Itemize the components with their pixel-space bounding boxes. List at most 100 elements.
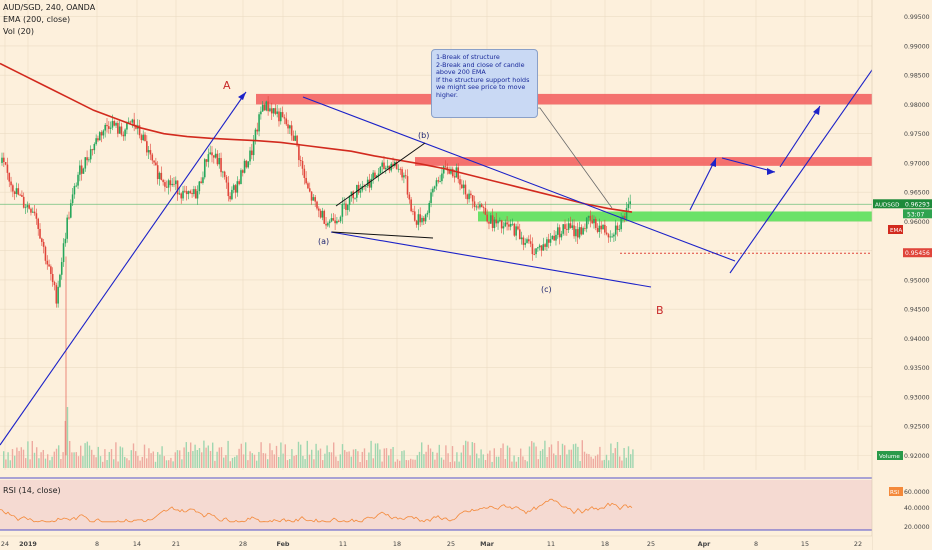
- volume-bar: [214, 460, 216, 468]
- candle: [155, 162, 157, 166]
- volume-bar: [561, 443, 564, 468]
- candle: [500, 220, 503, 229]
- volume-tag: [877, 451, 903, 460]
- candle: [21, 195, 23, 197]
- volume-legend[interactable]: Vol (20): [3, 27, 34, 36]
- volume-bar: [273, 454, 275, 468]
- volume-bar: [524, 459, 526, 468]
- candle: [86, 157, 88, 161]
- candle: [171, 183, 173, 186]
- current-price-text: 0.96293: [905, 201, 930, 208]
- volume-bar: [346, 451, 348, 468]
- candle: [53, 282, 56, 286]
- volume-bar: [383, 448, 385, 468]
- candle: [575, 229, 577, 237]
- candle: [93, 144, 96, 151]
- candle: [417, 214, 420, 225]
- volume-bar: [25, 458, 27, 468]
- candle: [176, 180, 179, 195]
- candle: [314, 197, 316, 202]
- ema-tag: [888, 225, 903, 234]
- volume-bar: [40, 452, 42, 468]
- candle: [423, 217, 425, 222]
- volume-bar: [22, 449, 25, 468]
- candle: [328, 221, 331, 224]
- candle: [444, 166, 447, 168]
- volume-bar: [403, 450, 405, 468]
- volume-bar: [179, 450, 181, 468]
- candle: [191, 192, 193, 195]
- volume-bar: [429, 448, 432, 468]
- volume-bar: [559, 455, 561, 468]
- volume-bar: [97, 446, 99, 468]
- candle: [584, 228, 586, 229]
- volume-bar: [159, 454, 161, 468]
- y-tick-label: 0.92000: [904, 453, 930, 460]
- volume-bar: [608, 460, 610, 468]
- volume-bar: [102, 461, 104, 468]
- volume-bar: [517, 457, 520, 468]
- candle: [200, 181, 202, 183]
- candle: [470, 193, 472, 196]
- candle: [365, 186, 367, 187]
- candle: [256, 129, 259, 132]
- candle: [124, 129, 126, 137]
- candle: [258, 114, 260, 132]
- candle: [4, 162, 7, 165]
- y-tick-label: 0.97000: [904, 160, 930, 167]
- volume-bar: [183, 447, 185, 468]
- volume-bar: [66, 407, 69, 468]
- candle: [202, 177, 204, 183]
- candle: [520, 237, 523, 240]
- x-tick-label: 8: [95, 540, 99, 548]
- analysis-callout[interactable]: 1-Break of structure 2-Break and close o…: [431, 49, 538, 118]
- volume-bar: [36, 447, 38, 468]
- candle: [464, 184, 467, 195]
- volume-bar: [511, 461, 513, 468]
- volume-bar: [113, 459, 115, 468]
- volume-bar: [227, 440, 229, 468]
- rsi-legend[interactable]: RSI (14, close): [3, 486, 61, 495]
- candle: [477, 206, 479, 208]
- wave-label-a: (a): [318, 237, 329, 246]
- candle: [245, 160, 248, 168]
- volume-bar: [278, 456, 280, 468]
- volume-bar: [126, 458, 128, 468]
- x-tick-label: 25: [647, 540, 655, 548]
- candle: [310, 191, 313, 201]
- volume-bar: [218, 447, 220, 468]
- candle: [229, 196, 231, 200]
- symbol-legend[interactable]: AUD/SGD, 240, OANDA: [3, 3, 96, 12]
- candle: [240, 170, 242, 185]
- candle: [66, 217, 68, 239]
- candle: [370, 178, 373, 188]
- candle: [596, 227, 599, 232]
- candle: [104, 124, 106, 131]
- x-tick-label: 15: [801, 540, 809, 548]
- volume-bar: [599, 446, 601, 468]
- candle: [518, 229, 521, 240]
- candle: [448, 170, 450, 174]
- resistance-zone-upper: [256, 93, 872, 105]
- candle: [491, 215, 494, 228]
- volume-bar: [267, 459, 269, 468]
- candle: [79, 165, 81, 175]
- volume-bar: [564, 445, 566, 468]
- y-tick-label: 0.97500: [904, 131, 930, 138]
- ema-legend[interactable]: EMA (200, close): [3, 15, 71, 24]
- candle: [479, 204, 481, 208]
- volume-bar: [33, 452, 36, 468]
- volume-bar: [251, 453, 253, 468]
- candle: [517, 226, 519, 230]
- price-axis: [872, 0, 932, 550]
- volume-bar: [438, 444, 440, 468]
- candle: [598, 225, 601, 232]
- x-tick-label: 24: [1, 540, 9, 548]
- volume-bar: [258, 451, 260, 468]
- candle: [524, 242, 526, 245]
- volume-bar: [220, 447, 223, 468]
- volume-bar: [385, 448, 388, 468]
- volume-bar: [91, 449, 93, 468]
